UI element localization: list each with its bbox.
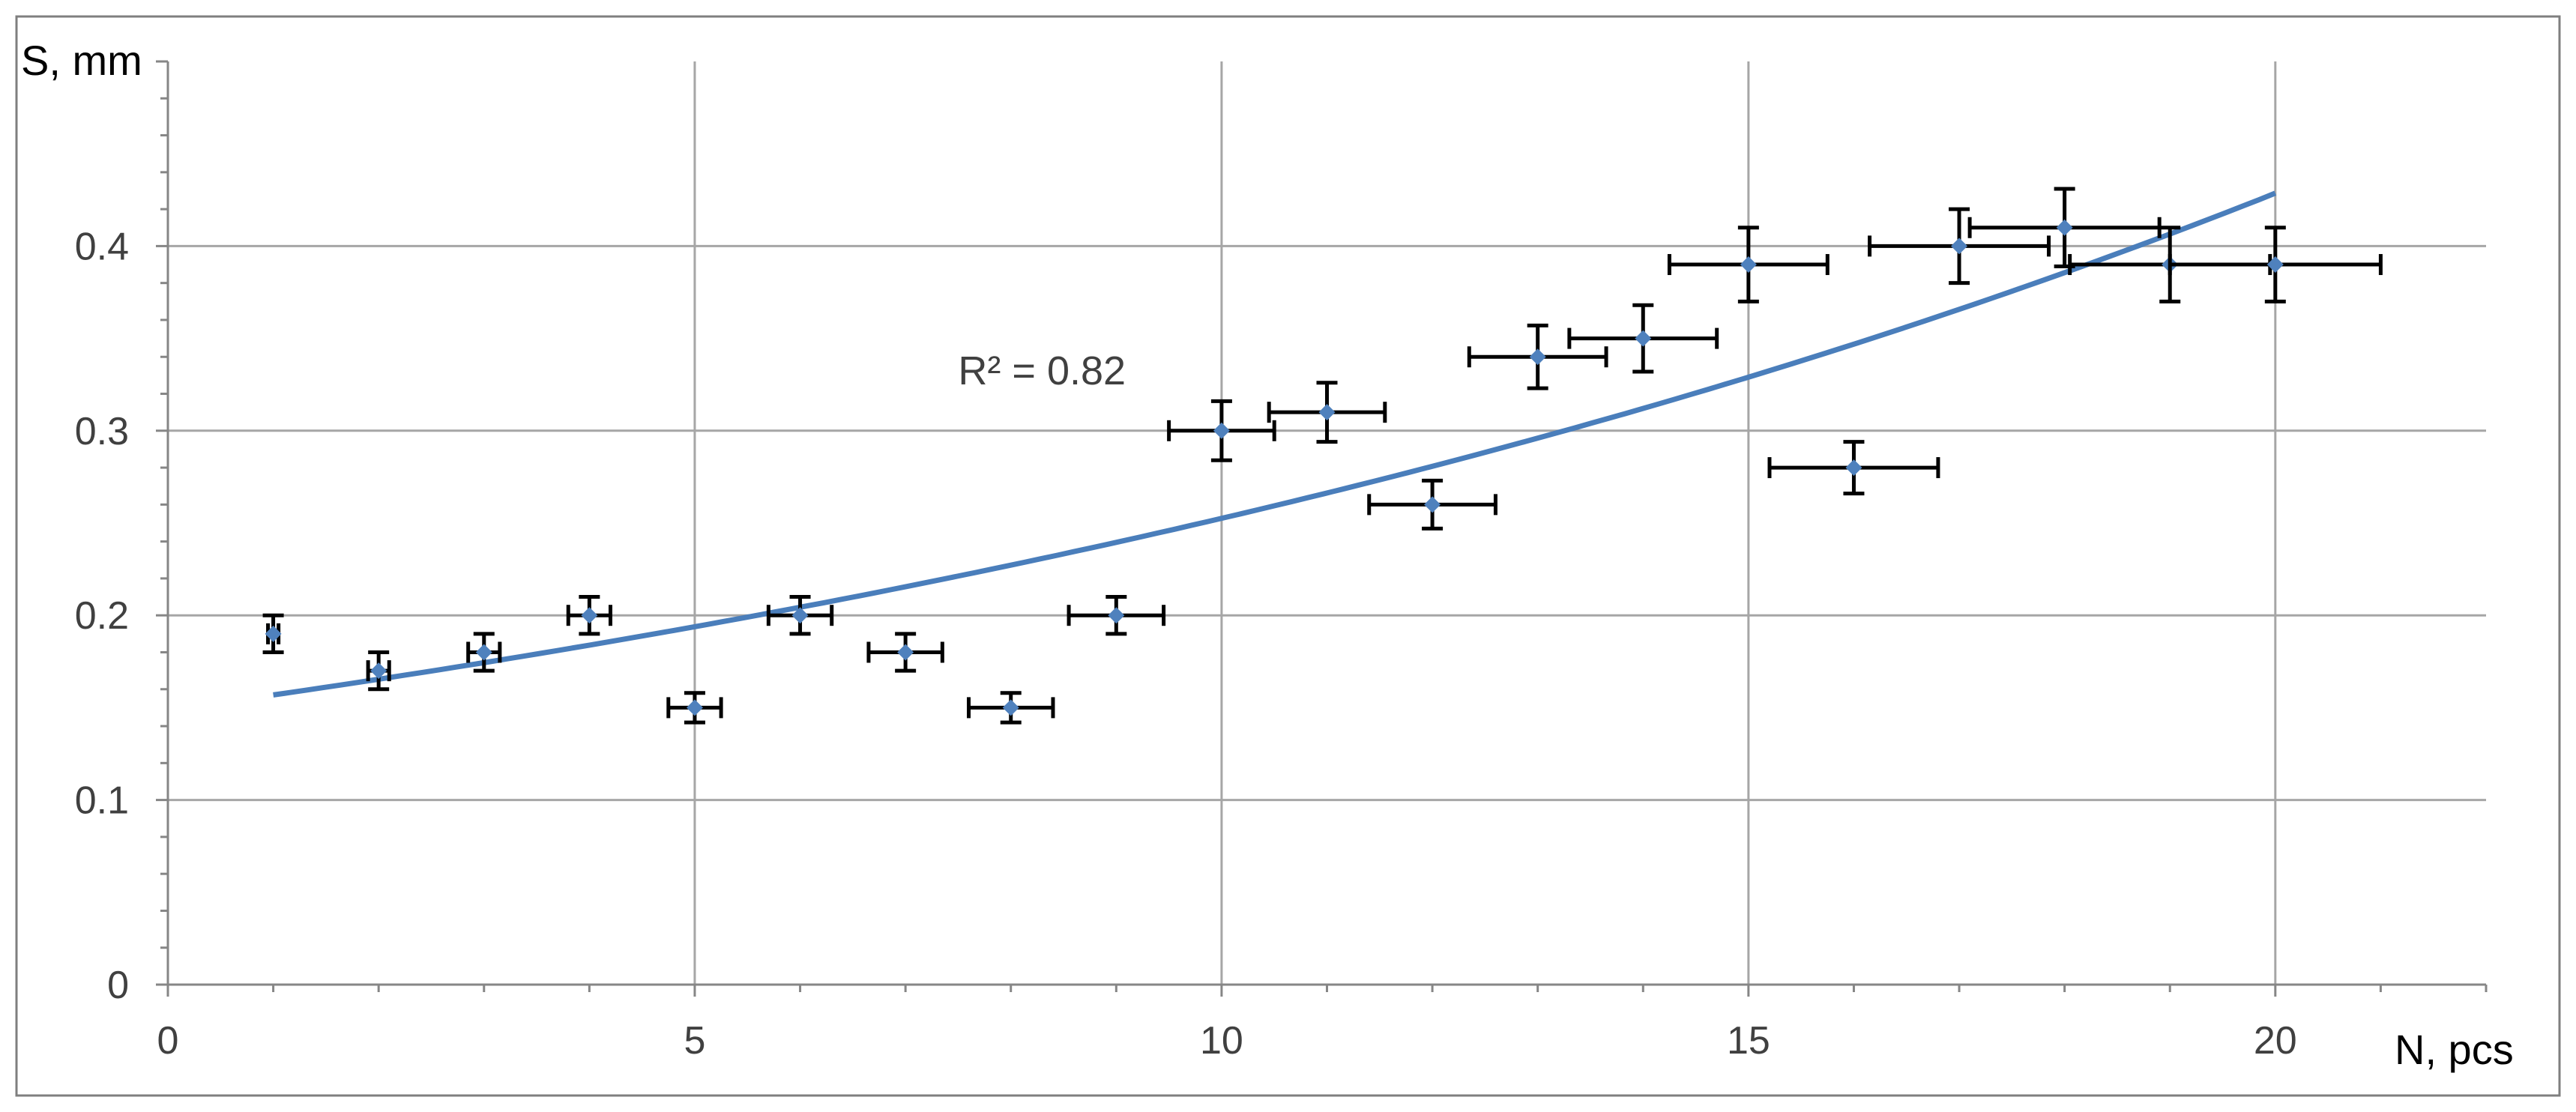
x-tick-label: 20 [2254,1019,2297,1063]
data-point [1424,496,1441,513]
data-point [2056,219,2073,236]
x-tick-label: 15 [1727,1019,1770,1063]
y-tick-label: 0.4 [75,225,129,268]
data-point-group [1167,399,1276,462]
data-point [1635,330,1652,347]
data-point [1318,404,1336,421]
data-point [370,662,387,680]
data-point [897,644,914,661]
x-axis-title: N, pcs [2395,1026,2514,1073]
data-point-group [666,691,723,725]
data-point [1108,607,1125,624]
data-point-group [1767,440,1940,496]
data-point-group [1267,381,1387,444]
trendline-layer [273,190,2277,698]
data-point [265,625,282,642]
x-tick-label: 0 [157,1019,179,1063]
data-point [1845,459,1862,477]
x-tick-label: 10 [1200,1019,1243,1063]
r-squared-label: R² = 0.82 [958,348,1126,393]
data-point [1002,699,1019,716]
axis-layer: 0 5 10 15 20 0 0.1 0.2 0.3 0.4 [75,60,2488,1063]
data-point-group [1567,303,1719,374]
data-point-group [366,650,391,692]
data-point-group [262,613,284,654]
data-point-group [1868,207,2051,285]
data-point-group [2168,226,2383,303]
data-point-group [966,691,1055,725]
data-point [1951,238,1968,255]
chart-frame [15,15,2561,1097]
data-point-group [1467,323,1608,390]
y-axis-title: S, mm [21,37,142,84]
y-tick-label: 0.3 [75,410,129,453]
data-point [1213,422,1230,439]
data-point [686,699,703,716]
data-point-group [466,632,502,673]
data-point [2266,256,2284,274]
y-tick-label: 0.1 [75,779,129,823]
data-point [791,607,809,624]
data-point [1529,348,1546,366]
y-tick-label: 0.2 [75,594,129,638]
data-point [581,607,598,624]
data-point [475,644,492,661]
data-point-group [1067,595,1166,636]
data-points-layer [262,187,2383,725]
data-point [1740,256,1757,274]
label-layer: R² = 0.82 [958,348,1126,393]
trendline-curve [273,190,2277,698]
data-point-group [566,595,612,636]
data-point-group [766,595,834,636]
y-tick-label: 0 [107,964,129,1007]
data-point-group [1667,226,1830,303]
x-tick-label: 5 [684,1019,705,1063]
data-point-group [866,632,944,673]
data-point-group [1367,478,1497,531]
